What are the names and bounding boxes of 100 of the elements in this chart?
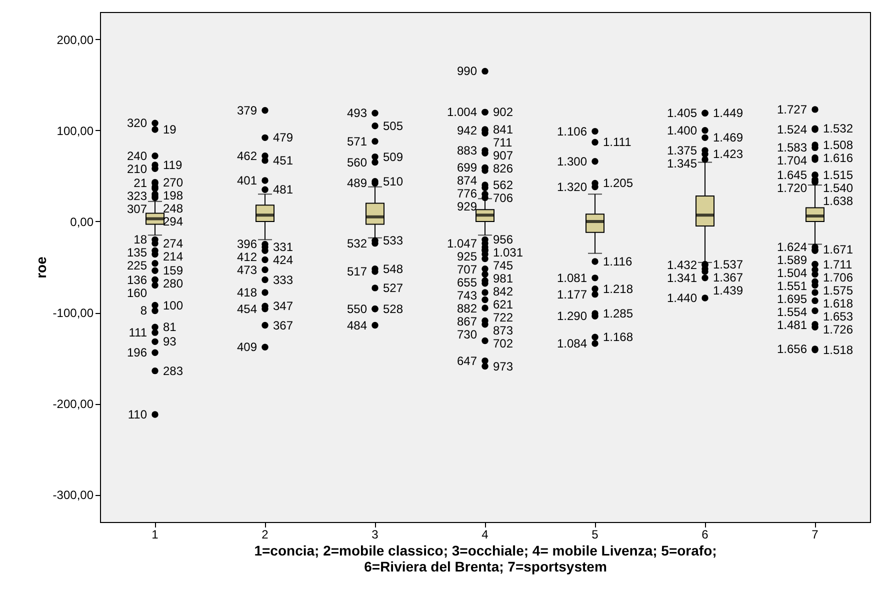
annotation: 136 (126, 272, 148, 287)
annotation: 517 (346, 264, 368, 279)
annotation: 841 (493, 122, 514, 136)
annotation: 1.616 (823, 150, 854, 165)
x-tick-label: 2 (262, 528, 269, 542)
annotation: 1.290 (556, 309, 588, 324)
annotation: 198 (163, 188, 184, 202)
annotation: 307 (126, 202, 148, 216)
annotation: 1.168 (603, 330, 634, 344)
annotation: 1.515 (823, 168, 854, 182)
annotation: 528 (383, 302, 404, 316)
annotation: 320 (126, 116, 148, 130)
x-tick-label: 1 (152, 528, 159, 542)
y-tick-label: 100,00 (56, 124, 94, 138)
annotation: 1.656 (776, 342, 808, 356)
annotation: 110 (128, 408, 148, 422)
annotation: 1.540 (823, 181, 854, 196)
annotation: 533 (383, 234, 404, 248)
annotation: 196 (126, 346, 148, 360)
x-tick-label: 6 (702, 528, 709, 542)
annotation: 1.405 (666, 106, 698, 120)
annotation: 1.706 (823, 270, 854, 284)
annotation: 655 (456, 275, 478, 290)
annotation: 743 (456, 288, 478, 302)
annotation: 925 (456, 249, 478, 264)
annotation: 81 (163, 320, 177, 334)
x-axis-title: 1=concia; 2=mobile classico; 3=occhiale; 4= mobile Livenza; 5=orafo; 6=Riviera del Brenta; 7=sportsystem (254, 542, 717, 574)
annotation: 412 (236, 250, 258, 264)
annotation: 1.432 (666, 258, 698, 272)
annotation: 489 (346, 176, 368, 190)
y-tick-label: -100,00 (52, 306, 94, 320)
annotation: 274 (163, 236, 184, 250)
annotation: 1.004 (446, 105, 478, 120)
annotation: 929 (456, 200, 478, 214)
annotation: 711 (493, 135, 512, 150)
annotation: 1.727 (776, 102, 808, 116)
annotation: 479 (273, 130, 294, 145)
x-tick-label: 3 (372, 528, 379, 542)
annotation: 1.575 (823, 283, 854, 298)
annotation: 882 (456, 301, 478, 316)
annotation: 248 (163, 201, 184, 216)
annotation: 409 (236, 340, 258, 354)
annotation: 1.423 (713, 147, 744, 162)
y-tick-label: 0,00 (70, 214, 94, 229)
annotation: 493 (346, 106, 368, 120)
annotation: 702 (493, 336, 514, 351)
annotation: 451 (273, 153, 294, 168)
annotation: 473 (236, 263, 258, 278)
annotation: 562 (493, 178, 514, 192)
annotation: 706 (493, 191, 514, 206)
annotation: 722 (493, 310, 514, 325)
annotation: 973 (493, 359, 514, 374)
annotation: 981 (493, 272, 514, 286)
annotation: 1.551 (776, 278, 808, 293)
annotation: 119 (163, 158, 182, 172)
annotation: 8 (140, 304, 148, 318)
annotation: 1.711 (823, 257, 852, 272)
annotation: 776 (456, 186, 478, 201)
annotation: 347 (273, 299, 294, 314)
annotation: 550 (346, 302, 368, 316)
annotation: 1.704 (776, 154, 808, 168)
annotation: 1.081 (556, 270, 588, 285)
annotation: 484 (346, 318, 368, 332)
annotation: 873 (493, 324, 514, 338)
annotation: 100 (163, 298, 184, 312)
annotation: 707 (456, 262, 478, 276)
annotation: 160 (126, 286, 148, 300)
annotation: 1.111 (603, 135, 632, 150)
annotation: 1.285 (603, 306, 634, 320)
annotation: 280 (163, 276, 184, 291)
annotation: 1.367 (713, 270, 744, 284)
annotation: 509 (383, 150, 404, 164)
annotation: 1.400 (666, 123, 698, 138)
annotation: 1.554 (776, 304, 808, 319)
annotation: 1.031 (493, 246, 524, 260)
annotation: 621 (493, 298, 514, 312)
annotation: 225 (126, 258, 148, 273)
annotation: 283 (163, 364, 184, 378)
annotation: 647 (456, 354, 478, 368)
annotation: 21 (134, 176, 148, 190)
annotation: 1.449 (713, 106, 744, 120)
y-tick-label: -300,00 (52, 488, 94, 502)
annotation: 1.624 (776, 240, 808, 254)
annotation: 323 (126, 189, 148, 204)
annotation: 1.524 (776, 122, 808, 136)
annotation: 18 (134, 232, 148, 247)
y-tick-label: 200,00 (56, 32, 94, 47)
annotation: 424 (273, 252, 294, 267)
annotation: 1.345 (666, 156, 698, 170)
annotation: 745 (493, 258, 514, 273)
annotation: 1.726 (823, 322, 854, 336)
x-tick-label: 7 (812, 528, 819, 542)
annotation: 1.320 (556, 180, 588, 194)
annotation: 214 (163, 249, 184, 264)
annotation: 1.589 (776, 252, 808, 267)
annotation: 401 (236, 173, 258, 188)
annotation: 462 (236, 148, 258, 163)
annotation: 1.645 (776, 168, 808, 182)
annotation: 1.537 (713, 257, 744, 272)
annotation: 699 (456, 160, 478, 175)
